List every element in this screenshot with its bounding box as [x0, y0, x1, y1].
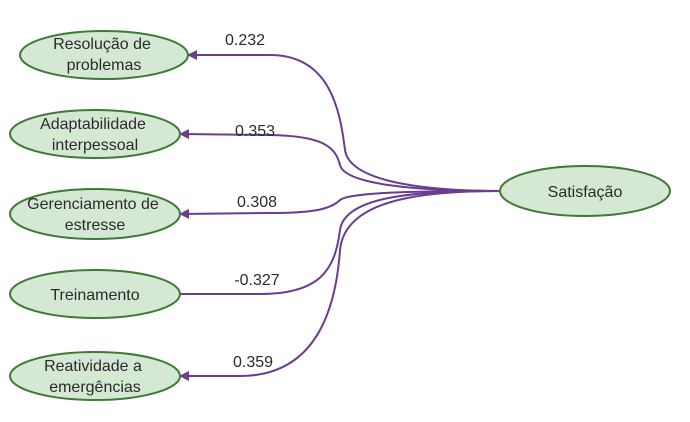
node-label: interpessoal: [52, 137, 138, 154]
node-shape: [19, 30, 189, 80]
node-shape: [9, 269, 181, 319]
source-nodes: Resolução de problemas Adaptabilidade in…: [9, 30, 189, 401]
node-label: Reatividade a: [44, 358, 142, 375]
node-label: emergências: [49, 379, 141, 396]
node-label: Treinamento: [50, 287, 139, 304]
node-gerenciamento-estresse: Gerenciamento de estresse: [9, 188, 181, 240]
node-label: problemas: [67, 57, 142, 74]
edge-gerenciamento-estresse: [179, 190, 501, 219]
edge-adaptabilidade-interpessoal: [179, 129, 501, 192]
node-shape: [9, 109, 181, 159]
node-resolucao-problemas: Resolução de problemas: [19, 30, 189, 80]
coefficient-label: 0.232: [225, 32, 265, 49]
node-label: estresse: [65, 217, 126, 234]
node-adaptabilidade-interpessoal: Adaptabilidade interpessoal: [9, 109, 181, 159]
node-label: Gerenciamento de: [27, 196, 159, 213]
node-label: Satisfação: [548, 184, 623, 201]
coefficient-label: 0.359: [233, 354, 273, 371]
node-label: Adaptabilidade: [40, 116, 146, 133]
node-shape: [9, 351, 181, 401]
edge-resolucao-problemas: [187, 50, 501, 192]
coefficient-label: -0.327: [234, 272, 279, 289]
node-shape: [9, 188, 181, 240]
edges: [169, 50, 501, 381]
coefficient-label: 0.353: [235, 123, 275, 140]
edge-labels: 0.232 0.353 0.308 -0.327 0.359: [225, 32, 280, 371]
coefficient-label: 0.308: [237, 194, 277, 211]
node-shape: [499, 165, 671, 217]
edge-treinamento: [169, 190, 501, 299]
node-reatividade-emergencias: Reatividade a emergências: [9, 351, 181, 401]
node-satisfacao: Satisfação: [499, 165, 671, 217]
node-label: Resolução de: [53, 36, 151, 53]
edge-reatividade-emergencias: [179, 190, 501, 381]
node-treinamento: Treinamento: [9, 269, 181, 319]
